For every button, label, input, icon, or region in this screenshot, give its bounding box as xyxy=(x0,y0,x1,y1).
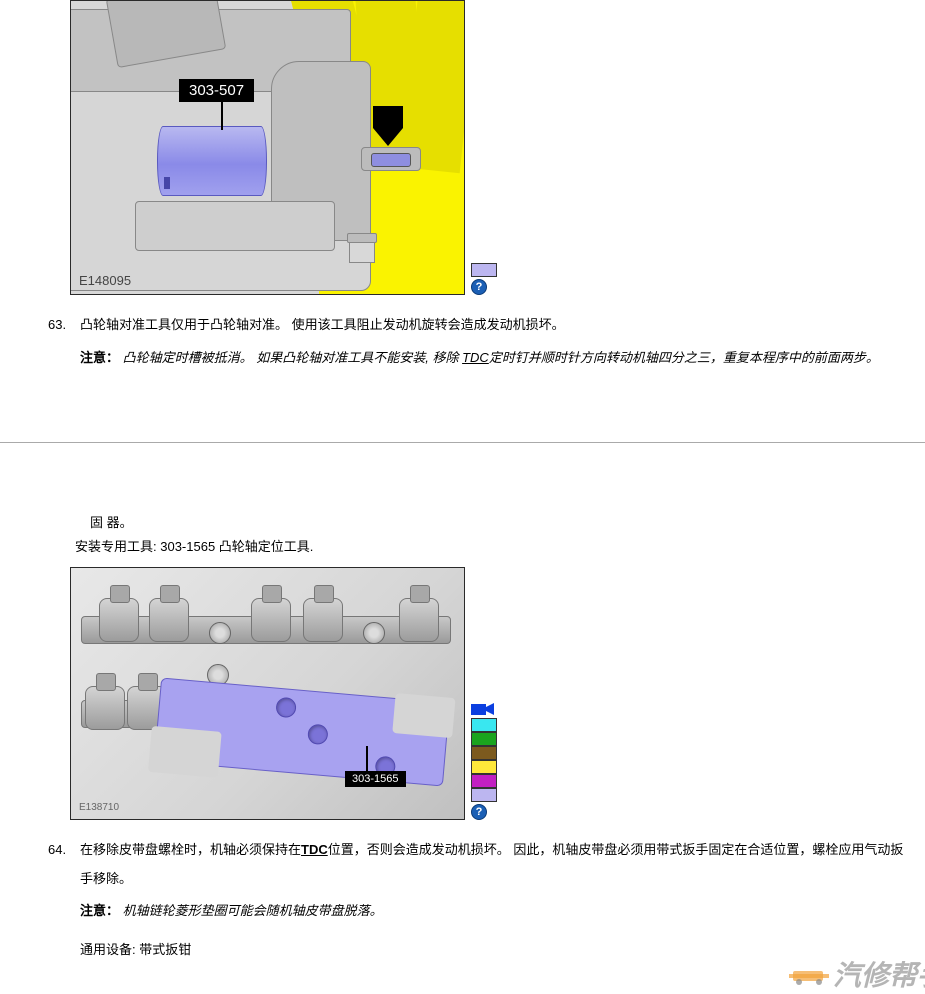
step-number: 64. xyxy=(48,836,70,964)
step-number: 63. xyxy=(48,311,70,372)
note-text: 机轴链轮菱形垫圈可能会随机轴皮带盘脱落。 xyxy=(123,903,383,918)
note-label: 注意： xyxy=(80,903,119,918)
step-text: 在移除皮带盘螺栓时，机轴必须保持在TDC位置，否则会造成发动机损坏。 因此，机轴… xyxy=(80,836,905,893)
legend-swatch xyxy=(471,732,497,746)
arrow-indicator xyxy=(373,106,403,146)
legend-swatch xyxy=(471,263,497,277)
legend-swatch xyxy=(471,760,497,774)
tool-highlight-2 xyxy=(154,678,450,787)
figure2-callout: 303-1565 xyxy=(345,771,406,787)
equipment-line: 通用设备: 带式扳钳 xyxy=(80,936,905,965)
video-icon[interactable] xyxy=(471,702,495,716)
page-divider xyxy=(0,442,925,443)
tdc-link[interactable]: TDC xyxy=(462,350,489,365)
figure1-callout: 303-507 xyxy=(179,79,254,102)
step-text: 凸轮轴对准工具仅用于凸轮轴对准。 使用该工具阻止发动机旋转会造成发动机损坏。 xyxy=(80,311,905,340)
note-label: 注意： xyxy=(80,350,119,365)
help-icon[interactable]: ? xyxy=(471,804,487,820)
tdc-ref: TDC xyxy=(301,842,328,857)
step-64: 64. 在移除皮带盘螺栓时，机轴必须保持在TDC位置，否则会造成发动机损坏。 因… xyxy=(48,836,905,964)
legend-swatch xyxy=(471,718,497,732)
figure-2: 303-1565 E138710 xyxy=(70,567,465,820)
figure2-legend: ? xyxy=(471,702,497,820)
tool-highlight xyxy=(157,126,267,196)
legend-swatch xyxy=(471,774,497,788)
figure-1: 303-507 E148095 xyxy=(70,0,465,295)
note-text-post: 定时钉并顺时针方向转动机轴四分之三，重复本程序中的前面两步。 xyxy=(489,350,879,365)
note-text-pre: 凸轮轴定时槽被抵消。 如果凸轮轴对准工具不能安装, 移除 xyxy=(123,350,462,365)
install-tool-line: 安装专用工具: 303-1565 凸轮轴定位工具. xyxy=(75,536,905,555)
help-icon[interactable]: ? xyxy=(471,279,487,295)
legend-swatch xyxy=(471,788,497,802)
fixer-line: 固 器。 xyxy=(90,513,905,534)
figure2-id: E138710 xyxy=(79,802,119,813)
step-63: 63. 凸轮轴对准工具仅用于凸轮轴对准。 使用该工具阻止发动机旋转会造成发动机损… xyxy=(48,311,905,372)
legend-swatch xyxy=(471,746,497,760)
figure1-id: E148095 xyxy=(79,273,131,288)
figure1-legend: ? xyxy=(471,263,497,295)
watermark-icon xyxy=(789,963,829,985)
